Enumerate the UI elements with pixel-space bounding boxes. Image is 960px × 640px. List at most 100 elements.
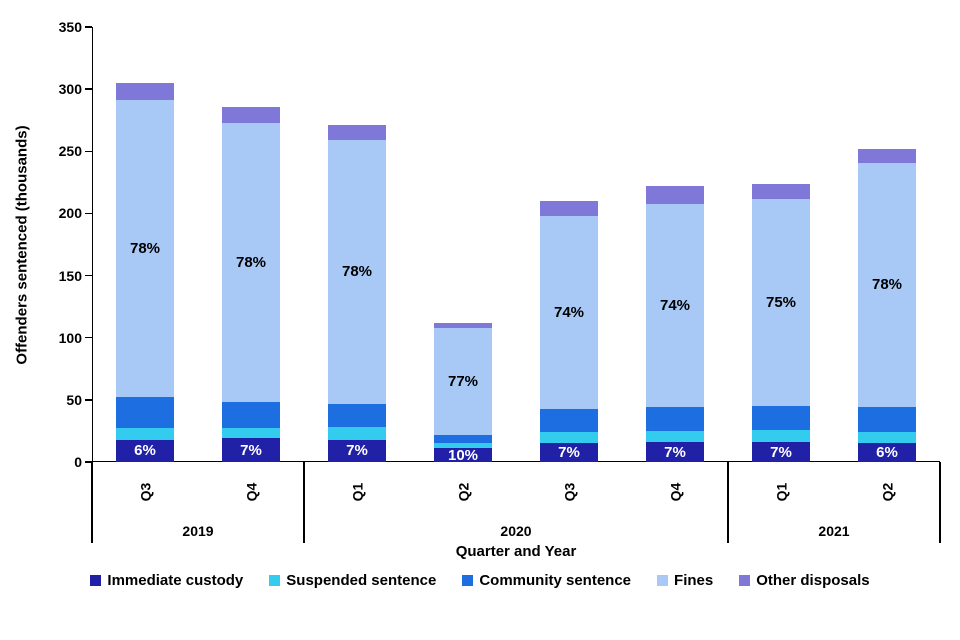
immediate-custody-pct-label: 7%: [346, 442, 368, 460]
fines-pct-label: 77%: [447, 372, 479, 390]
segment-fines: 74%: [540, 215, 598, 409]
x-tick-text: Q4: [243, 482, 259, 502]
legend-label: Other disposals: [756, 572, 870, 589]
segment-other-disposals: [328, 125, 386, 141]
segment-other-disposals: [434, 322, 492, 328]
legend: Immediate custody Suspended sentence Commu…: [0, 572, 960, 589]
segment-suspended-sentence: [328, 427, 386, 440]
x-tick-label-q1-2: Q1: [304, 466, 410, 518]
bar-q3-4: 7% 74%: [540, 201, 598, 462]
y-tick-label-50: 50: [66, 391, 82, 408]
segment-community-sentence: [858, 407, 916, 433]
segment-immediate-custody: 7%: [646, 442, 704, 462]
y-tick-mark: [85, 212, 92, 215]
segment-community-sentence: [116, 397, 174, 429]
segment-other-disposals: [858, 148, 916, 163]
bar-q3-0: 6% 78%: [116, 82, 174, 462]
segment-fines: 78%: [328, 140, 386, 404]
y-tick-mark: [85, 274, 92, 277]
legend-item-suspended-sentence: Suspended sentence: [269, 572, 436, 589]
segment-suspended-sentence: [858, 432, 916, 444]
year-label-2021: 2021: [818, 523, 850, 539]
segment-community-sentence: [646, 407, 704, 431]
legend-swatch-other-disposals: [739, 575, 751, 586]
immediate-custody-pct-label: 10%: [447, 446, 479, 464]
fines-pct-label: 78%: [341, 263, 373, 281]
segment-other-disposals: [116, 82, 174, 101]
segment-immediate-custody: 10%: [434, 446, 492, 464]
segment-other-disposals: [646, 186, 704, 204]
year-group-separator: [939, 462, 941, 543]
segment-other-disposals: [752, 183, 810, 199]
y-tick-mark: [85, 399, 92, 401]
immediate-custody-pct-label: 7%: [770, 443, 792, 461]
bar-q4-5: 7% 74%: [646, 186, 704, 462]
immediate-custody-pct-label: 6%: [134, 442, 156, 460]
x-tick-text: Q3: [561, 482, 577, 502]
y-tick-mark: [85, 88, 92, 90]
x-tick-text: Q4: [667, 482, 683, 502]
x-tick-label-q4-1: Q4: [198, 466, 304, 518]
x-tick-label-q4-5: Q4: [622, 466, 728, 518]
segment-fines: 74%: [646, 203, 704, 408]
segment-community-sentence: [222, 402, 280, 429]
segment-community-sentence: [328, 403, 386, 428]
y-tick-mark: [85, 461, 92, 463]
legend-item-community-sentence: Community sentence: [462, 572, 631, 589]
x-tick-label-q2-7: Q2: [834, 466, 940, 518]
x-tick-label-q2-3: Q2: [410, 466, 516, 518]
fines-pct-label: 75%: [765, 293, 797, 311]
y-tick-label-250: 250: [58, 143, 82, 160]
legend-label: Community sentence: [479, 572, 632, 589]
segment-fines: 78%: [222, 122, 280, 403]
y-axis-title: Offenders sentenced (thousands): [13, 125, 31, 365]
y-tick-label-300: 300: [58, 81, 82, 98]
x-tick-label-q3-4: Q3: [516, 466, 622, 518]
legend-item-fines: Fines: [657, 572, 713, 589]
immediate-custody-pct-label: 7%: [664, 443, 686, 461]
segment-immediate-custody: 7%: [540, 443, 598, 462]
x-tick-text: Q1: [349, 482, 365, 502]
bar-q4-1: 7% 78%: [222, 106, 280, 462]
fines-pct-label: 78%: [235, 254, 267, 272]
legend-swatch-community-sentence: [462, 575, 474, 586]
x-tick-label-q3-0: Q3: [92, 466, 198, 518]
fines-pct-label: 74%: [659, 296, 691, 314]
segment-fines: 78%: [858, 162, 916, 408]
segment-suspended-sentence: [116, 428, 174, 440]
y-tick-label-100: 100: [58, 329, 82, 346]
bar-q2-3: 10% 77%: [434, 322, 492, 464]
segment-suspended-sentence: [222, 428, 280, 439]
year-group-separator: [727, 462, 729, 543]
legend-swatch-fines: [657, 575, 669, 586]
y-tick-label-350: 350: [58, 19, 82, 35]
bar-q1-2: 7% 78%: [328, 125, 386, 462]
legend-label: Fines: [674, 572, 714, 589]
x-tick-text: Q2: [879, 482, 895, 502]
y-tick-label-200: 200: [58, 205, 82, 222]
bar-q1-6: 7% 75%: [752, 183, 810, 462]
year-group-separator: [91, 462, 93, 543]
fines-pct-label: 78%: [129, 240, 161, 258]
year-label-2020: 2020: [500, 523, 532, 539]
immediate-custody-pct-label: 6%: [876, 444, 898, 462]
x-tick-label-q1-6: Q1: [728, 466, 834, 518]
legend-label: Immediate custody: [107, 572, 244, 589]
y-tick-label-0: 0: [74, 454, 82, 470]
segment-suspended-sentence: [434, 443, 492, 449]
x-tick-text: Q1: [773, 482, 789, 502]
fines-pct-label: 78%: [871, 276, 903, 294]
y-tick-mark: [85, 26, 92, 28]
legend-swatch-immediate-custody: [90, 575, 102, 586]
segment-fines: 78%: [116, 100, 174, 398]
x-axis-title: Quarter and Year: [455, 543, 577, 560]
segment-community-sentence: [434, 434, 492, 444]
segment-community-sentence: [752, 406, 810, 430]
fines-pct-label: 74%: [553, 303, 585, 321]
legend-item-other-disposals: Other disposals: [739, 572, 870, 589]
segment-immediate-custody: 7%: [328, 439, 386, 462]
immediate-custody-pct-label: 7%: [558, 444, 580, 462]
segment-immediate-custody: 7%: [222, 438, 280, 462]
plot-area: [92, 27, 940, 462]
